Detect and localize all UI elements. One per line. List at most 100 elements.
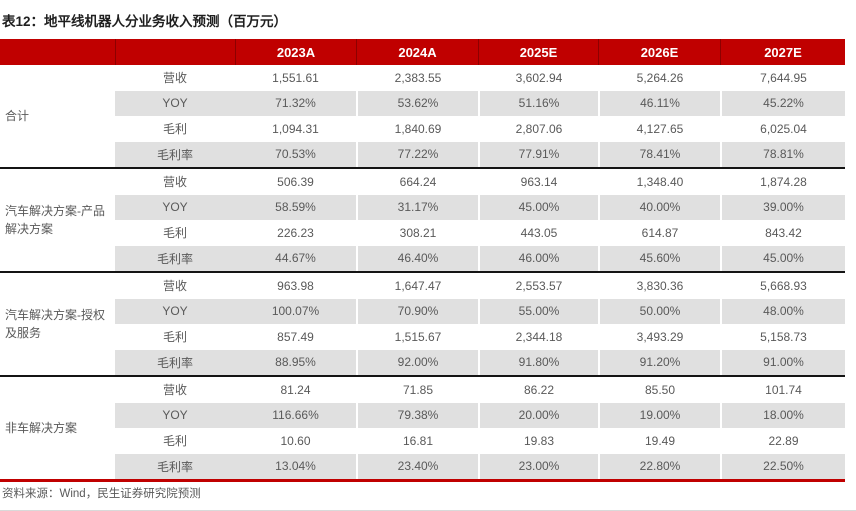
cell-value: 1,094.31 <box>235 116 356 142</box>
cell-value: 2,553.57 <box>478 273 598 299</box>
cell-value: 1,515.67 <box>356 324 478 350</box>
cell-value: 1,348.40 <box>598 169 720 195</box>
cell-value: 45.00% <box>478 194 598 220</box>
cell-value: 18.00% <box>720 402 845 428</box>
source-note: 资料来源：Wind，民生证券研究院预测 <box>2 488 201 500</box>
cell-value: 40.00% <box>598 194 720 220</box>
cell-value: 50.00% <box>598 298 720 324</box>
cell-value: 2,807.06 <box>478 116 598 142</box>
cell-value: 1,551.61 <box>235 65 356 91</box>
cell-value: 88.95% <box>235 349 356 375</box>
cell-value: 857.49 <box>235 324 356 350</box>
cell-value: 614.87 <box>598 220 720 246</box>
cell-value: 70.90% <box>356 298 478 324</box>
cell-value: 963.14 <box>478 169 598 195</box>
cell-value: 53.62% <box>356 90 478 116</box>
header-cell-year: 2023A <box>235 39 356 65</box>
cell-value: 2,383.55 <box>356 65 478 91</box>
segment-group-0: 合计 营收 1,551.61 2,383.55 3,602.94 5,264.26 7,64… <box>0 65 845 167</box>
metric-label: 毛利率 <box>115 245 235 271</box>
cell-value: 79.38% <box>356 402 478 428</box>
header-cell-group <box>0 39 115 65</box>
table-row: YOY 71.32% 53.62% 51.16% 46.11% 45.22% <box>115 90 845 116</box>
table-title: 表12：地平线机器人分业务收入预测（百万元） <box>2 14 288 29</box>
metric-label: YOY <box>115 90 235 116</box>
group-label: 合计 <box>0 65 115 167</box>
cell-value: 3,602.94 <box>478 65 598 91</box>
cell-value: 19.49 <box>598 428 720 454</box>
cell-value: 86.22 <box>478 377 598 403</box>
cell-value: 55.00% <box>478 298 598 324</box>
segment-group-3: 非车解决方案 营收 81.24 71.85 86.22 85.50 101.74 YOY 116… <box>0 377 845 479</box>
cell-value: 39.00% <box>720 194 845 220</box>
cell-value: 70.53% <box>235 141 356 167</box>
cell-value: 44.67% <box>235 245 356 271</box>
group-rows: 营收 963.98 1,647.47 2,553.57 3,830.36 5,668.93… <box>115 273 845 375</box>
cell-value: 45.22% <box>720 90 845 116</box>
cell-value: 31.17% <box>356 194 478 220</box>
cell-value: 963.98 <box>235 273 356 299</box>
cell-value: 506.39 <box>235 169 356 195</box>
cell-value: 23.00% <box>478 453 598 479</box>
cell-value: 10.60 <box>235 428 356 454</box>
cell-value: 5,158.73 <box>720 324 845 350</box>
metric-label: 毛利率 <box>115 453 235 479</box>
cell-value: 443.05 <box>478 220 598 246</box>
cell-value: 91.20% <box>598 349 720 375</box>
cell-value: 226.23 <box>235 220 356 246</box>
table-row: 毛利 857.49 1,515.67 2,344.18 3,493.29 5,158.73 <box>115 324 845 350</box>
metric-label: 毛利 <box>115 220 235 246</box>
cell-value: 48.00% <box>720 298 845 324</box>
table-row: 毛利率 13.04% 23.40% 23.00% 22.80% 22.50% <box>115 453 845 479</box>
cell-value: 46.40% <box>356 245 478 271</box>
table-row: YOY 58.59% 31.17% 45.00% 40.00% 39.00% <box>115 194 845 220</box>
metric-label: 毛利率 <box>115 141 235 167</box>
group-rows: 营收 506.39 664.24 963.14 1,348.40 1,874.28 YOY 5… <box>115 169 845 271</box>
metric-label: 毛利 <box>115 428 235 454</box>
cell-value: 101.74 <box>720 377 845 403</box>
cell-value: 5,668.93 <box>720 273 845 299</box>
metric-label: YOY <box>115 402 235 428</box>
metric-label: 营收 <box>115 65 235 91</box>
cell-value: 4,127.65 <box>598 116 720 142</box>
cell-value: 3,493.29 <box>598 324 720 350</box>
header-cell-year: 2027E <box>720 39 845 65</box>
cell-value: 23.40% <box>356 453 478 479</box>
group-label: 汽车解决方案-授权及服务 <box>0 273 115 375</box>
cell-value: 2,344.18 <box>478 324 598 350</box>
group-label: 非车解决方案 <box>0 377 115 479</box>
cell-value: 6,025.04 <box>720 116 845 142</box>
forecast-table: 2023A 2024A 2025E 2026E 2027E 合计 营收 1,551.… <box>0 39 845 482</box>
table-row: 毛利率 70.53% 77.22% 77.91% 78.41% 78.81% <box>115 141 845 167</box>
cell-value: 308.21 <box>356 220 478 246</box>
group-rows: 营收 81.24 71.85 86.22 85.50 101.74 YOY 116.66% 79… <box>115 377 845 479</box>
metric-label: 营收 <box>115 273 235 299</box>
header-cell-year: 2024A <box>356 39 478 65</box>
table-row: 毛利 1,094.31 1,840.69 2,807.06 4,127.65 6,025.… <box>115 116 845 142</box>
cell-value: 19.00% <box>598 402 720 428</box>
cell-value: 91.00% <box>720 349 845 375</box>
group-label: 汽车解决方案-产品解决方案 <box>0 169 115 271</box>
cell-value: 46.11% <box>598 90 720 116</box>
table-row: YOY 100.07% 70.90% 55.00% 50.00% 48.00% <box>115 298 845 324</box>
cell-value: 19.83 <box>478 428 598 454</box>
cell-value: 71.32% <box>235 90 356 116</box>
cell-value: 46.00% <box>478 245 598 271</box>
table-body: 合计 营收 1,551.61 2,383.55 3,602.94 5,264.26 7,64… <box>0 65 845 479</box>
cell-value: 45.00% <box>720 245 845 271</box>
table-row: YOY 116.66% 79.38% 20.00% 19.00% 18.00% <box>115 402 845 428</box>
metric-label: 毛利 <box>115 116 235 142</box>
cell-value: 1,647.47 <box>356 273 478 299</box>
cell-value: 78.41% <box>598 141 720 167</box>
cell-value: 85.50 <box>598 377 720 403</box>
metric-label: YOY <box>115 298 235 324</box>
header-cell-year: 2025E <box>478 39 598 65</box>
cell-value: 3,830.36 <box>598 273 720 299</box>
cell-value: 91.80% <box>478 349 598 375</box>
table-row: 营收 1,551.61 2,383.55 3,602.94 5,264.26 7,644.… <box>115 65 845 91</box>
cell-value: 100.07% <box>235 298 356 324</box>
cell-value: 51.16% <box>478 90 598 116</box>
table-row: 毛利率 88.95% 92.00% 91.80% 91.20% 91.00% <box>115 349 845 375</box>
cell-value: 843.42 <box>720 220 845 246</box>
